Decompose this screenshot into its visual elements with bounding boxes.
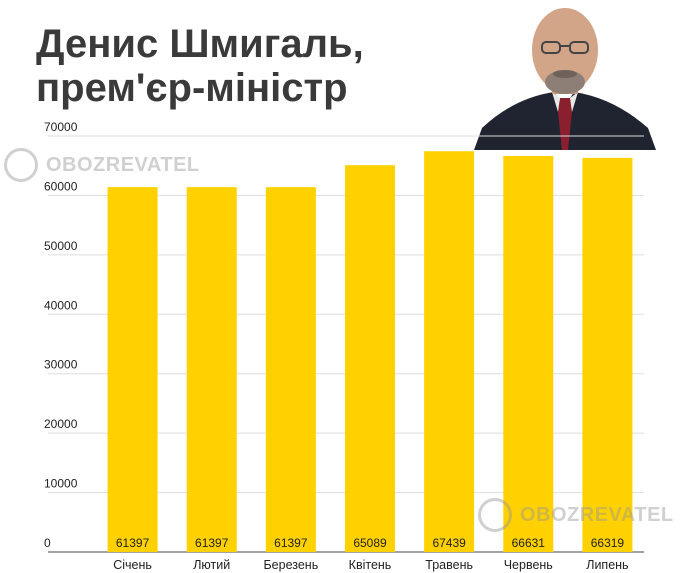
watermark-bottom: OBOZREVATEL: [478, 498, 674, 532]
x-tick-label: Лютий: [193, 558, 230, 572]
bar: [503, 156, 554, 552]
data-label: 61397: [274, 536, 308, 550]
y-tick-label: 70000: [44, 120, 78, 134]
y-tick-label: 30000: [44, 358, 78, 372]
chart-title: Денис Шмигаль, прем'єр-міністр: [36, 22, 364, 110]
data-label: 66631: [512, 536, 546, 550]
data-label: 61397: [195, 536, 229, 550]
data-label: 67439: [432, 536, 466, 550]
bar: [582, 157, 633, 552]
x-tick-label: Червень: [504, 558, 553, 572]
watermark-text: OBOZREVATEL: [46, 153, 200, 176]
x-tick-label: Квітень: [349, 558, 392, 572]
y-tick-label: 60000: [44, 179, 78, 193]
y-tick-label: 0: [44, 536, 51, 550]
obozrevatel-logo-icon: [478, 498, 512, 532]
x-tick-label: Липень: [586, 558, 628, 572]
bar: [265, 187, 316, 552]
y-tick-label: 20000: [44, 417, 78, 431]
data-label: 65089: [353, 536, 387, 550]
watermark: OBOZREVATEL: [4, 148, 200, 182]
x-tick-label: Січень: [113, 558, 152, 572]
data-label: 66319: [591, 536, 625, 550]
watermark-text: OBOZREVATEL: [520, 503, 674, 526]
bar: [424, 151, 475, 552]
y-tick-label: 10000: [44, 477, 78, 491]
bar: [345, 165, 395, 553]
x-tick-label: Травень: [425, 558, 473, 572]
obozrevatel-logo-icon: [4, 148, 38, 182]
bar: [186, 187, 237, 552]
data-label: 61397: [116, 536, 150, 550]
y-tick-label: 50000: [44, 239, 78, 253]
y-tick-label: 40000: [44, 298, 78, 312]
bar: [107, 187, 158, 552]
x-tick-label: Березень: [263, 558, 318, 572]
